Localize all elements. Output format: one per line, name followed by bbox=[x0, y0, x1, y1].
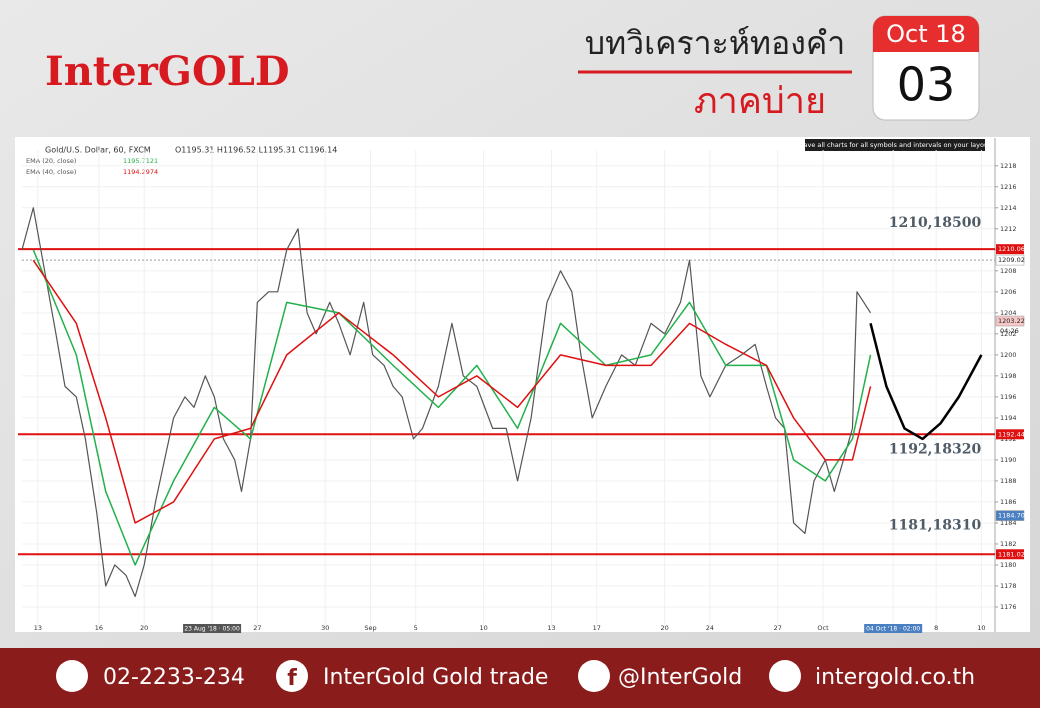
y-tick-label: 1194 bbox=[1000, 414, 1017, 422]
line-icon bbox=[578, 660, 610, 692]
x-tick-label: 17 bbox=[593, 624, 601, 632]
legend-entry: EMA (40, close) bbox=[26, 168, 76, 176]
y-tick-label: 1178 bbox=[1000, 582, 1017, 590]
footer-phone: 02-2233-234 bbox=[103, 665, 245, 690]
y-tick-label: 1190 bbox=[1000, 456, 1017, 464]
y-tick-label: 1180 bbox=[1000, 561, 1017, 569]
footer-bar bbox=[0, 648, 1040, 708]
y-tick-label: 1212 bbox=[1000, 225, 1017, 233]
level-tag bbox=[996, 549, 1024, 560]
notice-bar bbox=[805, 139, 985, 151]
y-tick-label: 1184 bbox=[1000, 519, 1017, 527]
x-tick-label: 16 bbox=[95, 624, 103, 632]
phone-icon bbox=[56, 660, 88, 692]
x-tick-label: 23 Aug '18 · 05:00 bbox=[184, 626, 240, 633]
footer-line: @InterGold bbox=[618, 665, 742, 690]
plot: 1176117811801182118411861188119011921194… bbox=[18, 138, 1025, 633]
web-icon bbox=[769, 660, 801, 692]
y-tick-label: 1188 bbox=[1000, 477, 1017, 485]
level-note: 1181,18310 bbox=[889, 517, 982, 533]
ohlc: O1195.31 H1196.52 L1195.31 C1196.14 bbox=[175, 146, 337, 155]
x-tick-highlight bbox=[183, 624, 242, 633]
level-tag bbox=[996, 429, 1024, 440]
footer: 02-2233-234 f InterGold Gold trade @Inte… bbox=[56, 660, 975, 692]
brand: InterGOLD bbox=[45, 48, 290, 95]
symbol: Gold/U.S. Dollar, 60, FXCM bbox=[45, 146, 151, 155]
legend-entry: EMA (20, close) bbox=[26, 157, 76, 165]
y-tick-label: 1202 bbox=[1000, 330, 1017, 338]
x-tick-label: 10 bbox=[479, 624, 487, 632]
title: บทวิเคราะห์ทองคำ bbox=[585, 24, 845, 62]
price-line bbox=[21, 207, 872, 598]
x-tick-label: 27 bbox=[774, 624, 782, 632]
x-tick-label: 13 bbox=[547, 624, 555, 632]
badge-day: 03 bbox=[897, 58, 956, 112]
x-tick-label: 20 bbox=[660, 624, 668, 632]
y-tick-label: 1186 bbox=[1000, 498, 1017, 506]
y-tick-label: 1176 bbox=[1000, 603, 1017, 611]
x-tick-label: 13 bbox=[34, 624, 42, 632]
ema-line bbox=[32, 259, 872, 524]
level-label: 1181.02 bbox=[998, 550, 1025, 558]
x-tick-label: Sep bbox=[364, 624, 376, 632]
price-tag-label: 1184.70 bbox=[998, 512, 1025, 520]
level-label: 1192.44 bbox=[998, 430, 1025, 438]
y-tick-label: 1182 bbox=[1000, 540, 1017, 548]
timer: 04:26 bbox=[1000, 327, 1019, 335]
level-tag bbox=[996, 244, 1024, 255]
price-tag-label: 1209.02 bbox=[998, 256, 1025, 264]
y-tick-label: 1200 bbox=[1000, 351, 1017, 359]
date-badge: Oct 18 03 bbox=[872, 15, 980, 121]
x-tick-highlight bbox=[864, 624, 923, 633]
y-tick-label: 1214 bbox=[1000, 204, 1017, 212]
x-tick-label: 8 bbox=[934, 624, 938, 632]
facebook-glyph: f bbox=[287, 666, 297, 691]
price-tag bbox=[995, 315, 1025, 327]
y-tick-label: 1204 bbox=[1000, 309, 1017, 317]
y-tick-label: 1208 bbox=[1000, 267, 1017, 275]
legend-value: 1195.7121 bbox=[123, 157, 158, 165]
x-tick-label: 20 bbox=[140, 624, 148, 632]
price-tag bbox=[995, 510, 1025, 521]
level-label: 1210.06 bbox=[998, 245, 1025, 253]
legend-value: 1194.2974 bbox=[123, 168, 158, 176]
badge-top bbox=[873, 16, 979, 52]
x-tick-label: 24 bbox=[706, 624, 714, 632]
subtitle: ภาคบ่าย bbox=[694, 81, 826, 122]
footer-web: intergold.co.th bbox=[815, 665, 975, 690]
x-tick-label: 04 Oct '18 · 02:00 bbox=[866, 626, 920, 633]
y-tick-label: 1196 bbox=[1000, 393, 1017, 401]
x-tick-label: 30 bbox=[321, 624, 329, 632]
x-tick-label: 27 bbox=[253, 624, 261, 632]
badge-month: Oct 18 bbox=[886, 20, 966, 48]
price-tag-label: 1203.22 bbox=[998, 317, 1025, 325]
y-tick-label: 1216 bbox=[1000, 183, 1017, 191]
price-tag bbox=[995, 254, 1025, 266]
footer-facebook: InterGold Gold trade bbox=[323, 665, 548, 690]
y-tick-label: 1218 bbox=[1000, 162, 1017, 170]
projection-line bbox=[869, 323, 983, 441]
y-tick-label: 1198 bbox=[1000, 372, 1017, 380]
chart-panel bbox=[15, 137, 1030, 632]
notice: Save all charts for all symbols and inte… bbox=[799, 141, 991, 149]
x-tick-label: Oct bbox=[817, 624, 829, 632]
x-tick-label: 5 bbox=[414, 624, 418, 632]
level-note: 1192,18320 bbox=[889, 441, 982, 457]
level-note: 1210,18500 bbox=[889, 215, 982, 231]
y-tick-label: 1206 bbox=[1000, 288, 1017, 296]
x-tick-label: 10 bbox=[977, 624, 985, 632]
facebook-icon bbox=[276, 660, 308, 692]
